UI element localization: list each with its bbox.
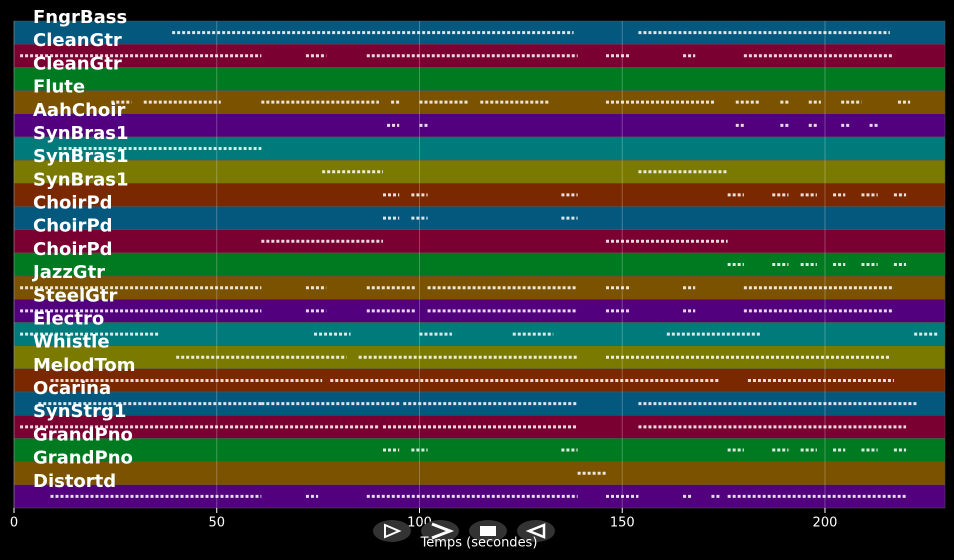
- track-label: Whistle: [33, 332, 110, 353]
- track-label: JazzGtr: [31, 262, 105, 283]
- back-button[interactable]: [517, 520, 555, 542]
- play-icon: [384, 523, 402, 539]
- track-band: [13, 322, 946, 346]
- track-band: [13, 206, 946, 230]
- x-tick-label: 200: [813, 516, 838, 531]
- track-band: [13, 183, 946, 207]
- track-labels: FngrBassCleanGtrCleanGtrFluteAahChoirSyn…: [31, 7, 136, 492]
- x-axis-label: Temps (secondes): [420, 536, 538, 551]
- track-band: [13, 67, 946, 91]
- track-label: MelodTom: [33, 355, 136, 376]
- play-button[interactable]: [373, 520, 411, 542]
- track-label: SynBras1: [33, 123, 129, 144]
- track-band: [13, 252, 946, 277]
- controls: [373, 520, 555, 542]
- track-label: Ocarina: [33, 378, 111, 399]
- track-band: [13, 461, 946, 486]
- back-icon: [525, 523, 546, 539]
- track-label: SynBras1: [33, 169, 129, 190]
- track-band: [13, 90, 946, 115]
- stop-icon: [480, 526, 496, 536]
- track-label: AahChoir: [33, 100, 125, 121]
- forward-icon: [431, 522, 455, 540]
- tracks: [13, 20, 946, 509]
- track-label: SynStrg1: [33, 401, 126, 422]
- track-band: [13, 159, 946, 184]
- track-label: Electro: [33, 308, 104, 329]
- x-tick-label: 50: [208, 516, 225, 531]
- track-band: [13, 229, 946, 254]
- track-label: Flute: [33, 77, 85, 98]
- track-label: GrandPno: [33, 448, 133, 469]
- track-label: ChoirPd: [33, 193, 113, 214]
- track-label: ChoirPd: [33, 239, 113, 260]
- track-label: Distortd: [33, 471, 116, 492]
- notes: [20, 31, 939, 498]
- track-label: GrandPno: [33, 424, 133, 445]
- track-label: CleanGtr: [33, 30, 122, 51]
- track-label: SteelGtr: [33, 285, 118, 306]
- track-label: SynBras1: [33, 146, 129, 167]
- track-band: [13, 438, 946, 462]
- track-band: [13, 113, 946, 138]
- x-tick-label: 150: [610, 516, 635, 531]
- forward-button[interactable]: [421, 520, 459, 542]
- track-label: FngrBass: [33, 7, 127, 28]
- track-label: ChoirPd: [33, 216, 113, 237]
- track-label: CleanGtr: [33, 53, 122, 74]
- x-tick-label: 0: [10, 516, 18, 531]
